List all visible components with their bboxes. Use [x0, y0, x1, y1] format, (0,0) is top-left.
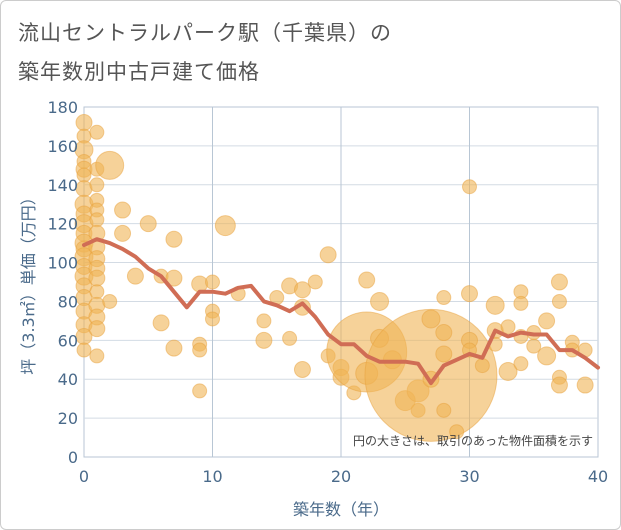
y-tick-180: 180	[47, 98, 78, 117]
bubble-0	[75, 114, 93, 132]
bubble-94	[485, 295, 505, 315]
y-axis-label: 坪（3.3㎡）単価（万円）	[19, 189, 38, 374]
bubble-52	[192, 383, 208, 399]
bubble-36	[88, 320, 106, 338]
bubble-104	[526, 338, 542, 354]
x-tick-10: 10	[202, 467, 222, 486]
x-tick-30: 30	[459, 467, 479, 486]
bubble-72	[358, 271, 376, 289]
bubble-98	[498, 361, 518, 381]
bubble-105	[538, 312, 556, 330]
bubble-38	[95, 150, 125, 180]
y-tick-labels: 0 20 40 60 80 100 120 140 160 180	[47, 98, 78, 467]
bubble-87	[436, 402, 452, 418]
chart-title-line1: 流山セントラルパーク駅（千葉県）の	[18, 21, 392, 45]
series-line-average	[82, 237, 600, 386]
bubbles-group	[74, 114, 594, 442]
bubble-58	[256, 313, 272, 329]
bubble-84	[436, 290, 452, 306]
bubble-100	[513, 295, 529, 311]
bubble-47	[165, 269, 183, 287]
bubble-93	[474, 358, 490, 374]
bubble-39	[102, 293, 118, 309]
bubble-63	[293, 281, 311, 299]
bubble-97	[500, 319, 516, 335]
average-line-group	[82, 237, 600, 386]
chart-annotation: 円の大きさは、取引のあった物件面積を示す	[353, 433, 593, 448]
bubble-90	[461, 285, 478, 303]
bubble-106	[537, 346, 557, 366]
x-tick-0: 0	[79, 467, 89, 486]
bubble-21	[76, 342, 92, 358]
y-tick-0: 0	[68, 448, 78, 467]
y-tick-140: 140	[47, 176, 78, 195]
bubble-37	[89, 348, 105, 364]
bubble-75	[370, 291, 390, 311]
bubble-42	[126, 267, 144, 285]
bubble-102	[513, 356, 529, 372]
y-tick-160: 160	[47, 137, 78, 156]
y-tick-40: 40	[58, 370, 78, 389]
bubble-41	[114, 224, 132, 242]
bubble-32	[88, 269, 106, 287]
bubble-45	[152, 314, 170, 332]
bubble-62	[282, 330, 298, 346]
bubble-65	[293, 361, 311, 378]
bubble-53	[205, 274, 220, 290]
y-tick-100: 100	[47, 254, 78, 273]
bubble-40	[114, 201, 132, 219]
bubble-27	[89, 212, 105, 228]
bubble-24	[89, 177, 105, 193]
bubble-59	[255, 331, 273, 349]
bubble-82	[421, 309, 441, 329]
bubble-66	[307, 274, 323, 290]
bubble-33	[89, 284, 105, 300]
y-tick-80: 80	[58, 292, 78, 311]
bubble-110	[550, 376, 568, 394]
bubble-113	[576, 376, 594, 394]
x-tick-40: 40	[588, 467, 608, 486]
bubble-5	[76, 167, 92, 183]
bubble-55	[205, 311, 220, 327]
bubble-85	[435, 324, 453, 342]
y-tick-20: 20	[58, 409, 78, 428]
bubble-51	[192, 342, 208, 358]
chart-title-line2: 築年数別中古戸建て価格	[18, 60, 260, 84]
bubble-108	[551, 293, 567, 309]
x-tick-20: 20	[331, 467, 351, 486]
bubble-22	[89, 124, 105, 140]
bubble-86	[435, 345, 453, 363]
x-tick-labels: 0 10 20 30 40	[79, 467, 608, 486]
bubble-88	[449, 424, 465, 440]
bubble-56	[214, 215, 236, 237]
y-tick-60: 60	[58, 331, 78, 350]
bubble-46	[165, 230, 183, 248]
y-tick-120: 120	[47, 215, 78, 234]
bubble-43	[139, 215, 157, 233]
bubble-49	[191, 275, 209, 293]
bubble-67	[319, 246, 337, 264]
bubble-48	[165, 339, 183, 357]
bubble-107	[550, 273, 568, 291]
bubble-89	[462, 179, 477, 195]
x-axis-label: 築年数（年）	[293, 500, 389, 519]
